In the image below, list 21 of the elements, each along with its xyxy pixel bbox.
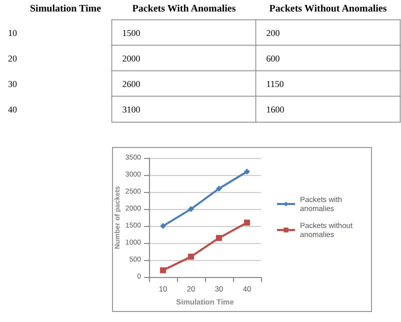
point bbox=[244, 168, 250, 175]
data-label: 200 bbox=[266, 28, 280, 38]
data-label: 2600 bbox=[122, 78, 141, 89]
data-label: 1600 bbox=[266, 104, 285, 114]
point bbox=[216, 186, 222, 192]
y-tick-label: 10 bbox=[8, 28, 18, 38]
point bbox=[188, 254, 194, 260]
data-label: 3100 bbox=[122, 104, 141, 114]
data-label: 600 bbox=[266, 53, 280, 64]
y-tick-label: 30 bbox=[8, 78, 18, 89]
point bbox=[160, 267, 166, 274]
point bbox=[160, 223, 166, 230]
x-tick-label: Packets With Anomalies bbox=[132, 4, 236, 14]
point bbox=[188, 206, 194, 212]
x-tick-label: Packets Without Anomalies bbox=[269, 4, 387, 14]
y-axis-title: Simulation Time bbox=[30, 4, 102, 14]
point bbox=[216, 234, 222, 241]
data-label: 1150 bbox=[266, 78, 284, 89]
y-tick-label: 40 bbox=[8, 104, 18, 114]
y-tick-label: 20 bbox=[8, 53, 18, 64]
point bbox=[244, 220, 250, 226]
